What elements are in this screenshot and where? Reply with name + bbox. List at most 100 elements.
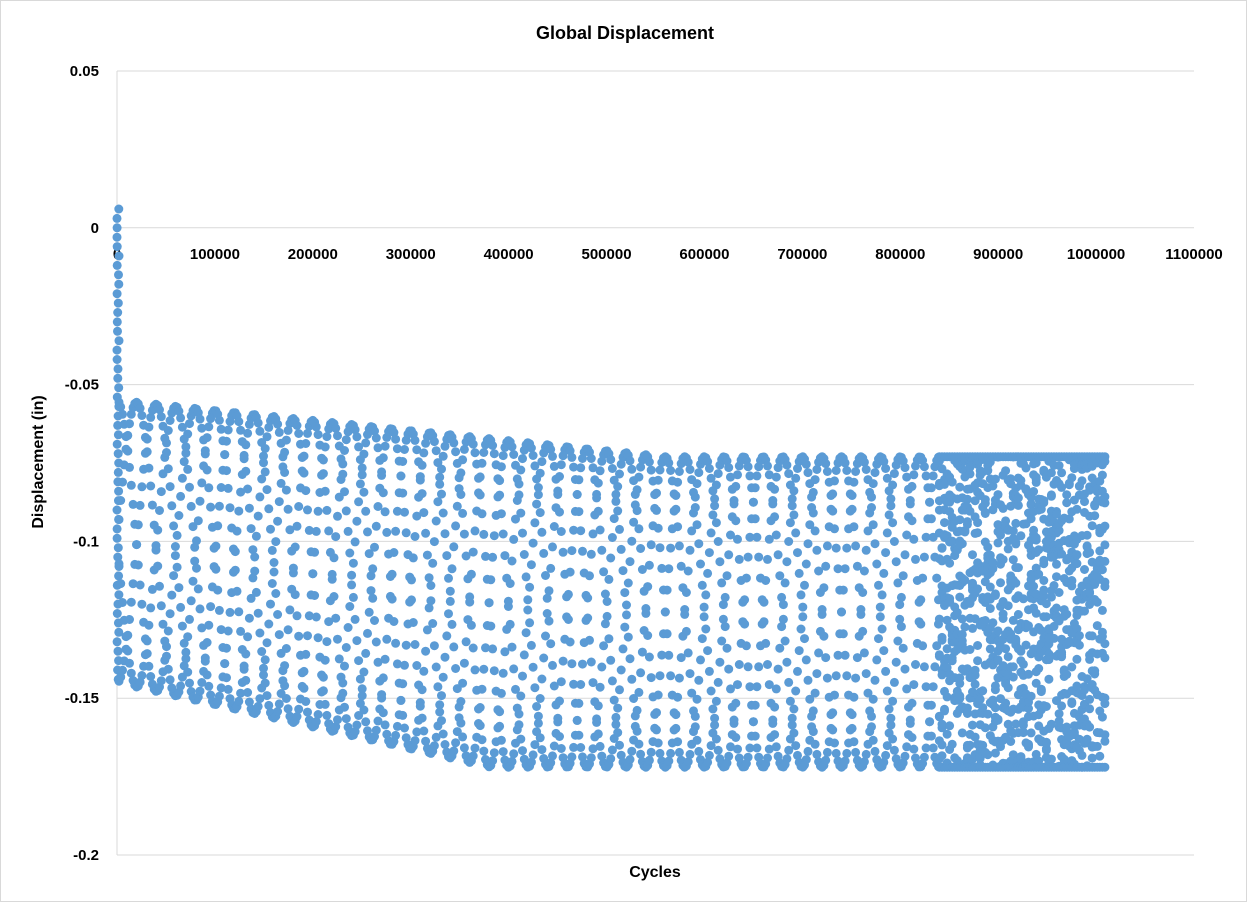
data-point bbox=[587, 550, 596, 559]
data-point bbox=[215, 416, 224, 425]
data-point bbox=[800, 634, 809, 643]
data-point bbox=[333, 635, 342, 644]
data-point bbox=[411, 532, 420, 541]
data-point bbox=[132, 540, 141, 549]
data-point bbox=[781, 578, 790, 587]
data-point bbox=[382, 635, 391, 644]
data-point bbox=[321, 487, 330, 496]
data-point bbox=[176, 492, 185, 501]
data-point bbox=[409, 618, 418, 627]
data-point bbox=[1004, 652, 1013, 661]
data-point bbox=[774, 550, 783, 559]
data-point bbox=[966, 645, 975, 654]
data-point bbox=[1039, 586, 1048, 595]
data-point bbox=[879, 646, 888, 655]
data-point bbox=[194, 516, 203, 525]
data-point bbox=[1095, 752, 1104, 761]
data-point bbox=[797, 590, 806, 599]
data-point bbox=[515, 720, 524, 729]
data-point bbox=[633, 706, 642, 715]
data-point bbox=[714, 537, 723, 546]
data-point bbox=[909, 470, 918, 479]
data-point bbox=[897, 622, 906, 631]
data-point bbox=[1085, 587, 1094, 596]
data-point bbox=[578, 660, 587, 669]
data-point bbox=[1098, 713, 1107, 722]
data-point bbox=[958, 615, 967, 624]
data-point bbox=[724, 665, 733, 674]
data-point bbox=[1062, 498, 1071, 507]
data-point bbox=[402, 528, 411, 537]
data-point bbox=[280, 661, 289, 670]
data-point bbox=[682, 627, 691, 636]
data-point bbox=[892, 557, 901, 566]
data-point bbox=[488, 553, 497, 562]
data-point bbox=[537, 457, 546, 466]
data-point bbox=[169, 521, 178, 530]
data-point bbox=[1011, 720, 1020, 729]
data-point bbox=[300, 684, 309, 693]
data-point bbox=[294, 429, 303, 438]
data-point bbox=[409, 553, 418, 562]
data-point bbox=[224, 426, 233, 435]
data-point bbox=[793, 548, 802, 557]
data-point bbox=[515, 490, 524, 499]
data-point bbox=[293, 611, 302, 620]
data-point bbox=[1075, 631, 1084, 640]
data-point bbox=[400, 661, 409, 670]
data-point bbox=[636, 668, 645, 677]
data-point bbox=[892, 658, 901, 667]
data-point bbox=[666, 466, 675, 475]
data-point bbox=[973, 528, 982, 537]
data-point bbox=[437, 716, 446, 725]
data-point bbox=[981, 495, 990, 504]
data-point bbox=[986, 604, 995, 613]
data-point bbox=[543, 609, 552, 618]
data-point bbox=[162, 652, 171, 661]
data-point bbox=[185, 483, 194, 492]
data-point bbox=[490, 666, 499, 675]
data-point bbox=[604, 575, 613, 584]
data-point bbox=[596, 742, 605, 751]
data-point bbox=[181, 648, 190, 657]
data-point bbox=[164, 426, 173, 435]
data-point bbox=[136, 581, 145, 590]
data-point bbox=[173, 531, 182, 540]
data-point bbox=[391, 527, 400, 536]
data-point bbox=[652, 506, 661, 515]
data-point bbox=[908, 699, 917, 708]
data-point bbox=[432, 517, 441, 526]
data-point bbox=[981, 723, 990, 732]
data-point bbox=[1100, 694, 1109, 703]
data-point bbox=[203, 670, 212, 679]
data-point bbox=[673, 478, 682, 487]
data-point bbox=[204, 682, 213, 691]
data-point bbox=[490, 531, 499, 540]
data-point bbox=[181, 449, 190, 458]
data-point bbox=[222, 437, 231, 446]
data-point bbox=[331, 532, 340, 541]
data-point bbox=[881, 464, 890, 473]
data-point bbox=[779, 615, 788, 624]
data-point bbox=[775, 571, 784, 580]
data-point bbox=[400, 724, 409, 733]
data-point bbox=[733, 680, 742, 689]
data-point bbox=[724, 550, 733, 559]
data-point bbox=[437, 465, 446, 474]
data-point bbox=[664, 757, 673, 766]
data-point bbox=[300, 667, 309, 676]
data-point bbox=[520, 550, 529, 559]
data-point bbox=[284, 625, 293, 634]
data-point bbox=[301, 486, 310, 495]
data-point bbox=[314, 710, 323, 719]
data-point bbox=[920, 553, 929, 562]
data-point bbox=[1047, 492, 1056, 501]
data-point bbox=[610, 696, 619, 705]
data-point bbox=[351, 537, 360, 546]
data-point bbox=[828, 507, 837, 516]
data-point bbox=[460, 530, 469, 539]
data-point bbox=[908, 733, 917, 742]
data-point bbox=[932, 574, 941, 583]
data-point bbox=[574, 731, 583, 740]
data-point bbox=[352, 432, 361, 441]
